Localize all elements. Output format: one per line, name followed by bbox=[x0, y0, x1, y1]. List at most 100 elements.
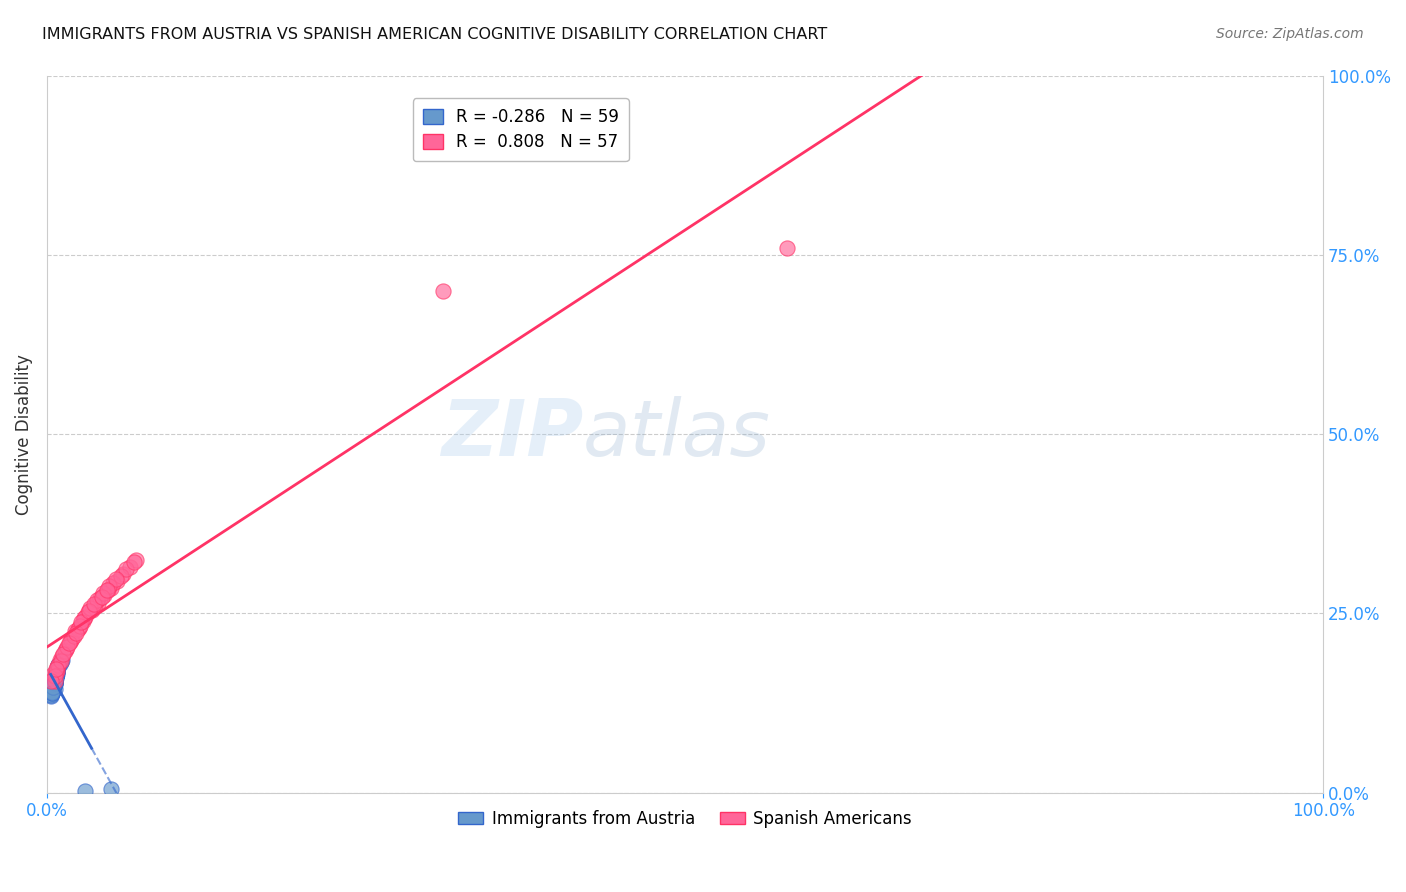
Point bbox=[48, 658, 70, 673]
Point bbox=[44, 676, 66, 690]
Point bbox=[73, 611, 96, 625]
Point bbox=[42, 674, 65, 689]
Point bbox=[45, 669, 67, 683]
Point bbox=[79, 600, 101, 615]
Point bbox=[41, 684, 63, 698]
Point bbox=[44, 674, 66, 689]
Point bbox=[45, 665, 67, 680]
Point bbox=[39, 685, 62, 699]
Point bbox=[45, 664, 67, 678]
Point bbox=[86, 593, 108, 607]
Point bbox=[46, 667, 69, 681]
Point bbox=[42, 680, 65, 694]
Legend: Immigrants from Austria, Spanish Americans: Immigrants from Austria, Spanish America… bbox=[451, 803, 918, 835]
Point bbox=[49, 655, 72, 669]
Point bbox=[58, 636, 80, 650]
Point bbox=[41, 686, 63, 700]
Point bbox=[110, 569, 132, 583]
Point bbox=[44, 674, 66, 689]
Point bbox=[42, 681, 65, 695]
Point bbox=[44, 673, 66, 687]
Point bbox=[122, 555, 145, 569]
Point bbox=[55, 642, 77, 657]
Point bbox=[77, 604, 100, 618]
Point bbox=[65, 625, 87, 640]
Text: Source: ZipAtlas.com: Source: ZipAtlas.com bbox=[1216, 27, 1364, 41]
Point bbox=[41, 684, 63, 698]
Point bbox=[41, 685, 63, 699]
Point bbox=[46, 665, 69, 679]
Point bbox=[45, 669, 67, 683]
Point bbox=[66, 622, 89, 636]
Point bbox=[49, 655, 72, 669]
Point bbox=[87, 596, 110, 610]
Point bbox=[97, 583, 120, 598]
Point bbox=[72, 614, 94, 628]
Point bbox=[103, 576, 125, 591]
Point bbox=[46, 664, 69, 678]
Point bbox=[96, 582, 118, 597]
Text: IMMIGRANTS FROM AUSTRIA VS SPANISH AMERICAN COGNITIVE DISABILITY CORRELATION CHA: IMMIGRANTS FROM AUSTRIA VS SPANISH AMERI… bbox=[42, 27, 827, 42]
Point bbox=[46, 660, 69, 674]
Text: atlas: atlas bbox=[583, 396, 770, 472]
Point bbox=[45, 669, 67, 683]
Point bbox=[59, 635, 82, 649]
Point bbox=[45, 669, 67, 683]
Point bbox=[776, 241, 799, 255]
Point bbox=[67, 621, 90, 635]
Point bbox=[48, 653, 70, 667]
Point bbox=[75, 610, 97, 624]
Point bbox=[42, 680, 65, 694]
Point bbox=[48, 658, 70, 673]
Point bbox=[90, 590, 112, 604]
Point bbox=[46, 664, 69, 678]
Point bbox=[44, 674, 66, 689]
Point bbox=[125, 552, 148, 566]
Point bbox=[44, 676, 66, 690]
Point bbox=[41, 686, 63, 700]
Point bbox=[44, 676, 66, 690]
Point bbox=[105, 574, 128, 588]
Point bbox=[48, 660, 70, 674]
Point bbox=[39, 687, 62, 701]
Point bbox=[63, 624, 86, 639]
Point bbox=[41, 678, 63, 692]
Text: ZIP: ZIP bbox=[440, 396, 583, 472]
Point bbox=[44, 674, 66, 689]
Point bbox=[45, 667, 67, 681]
Point bbox=[115, 562, 138, 576]
Point bbox=[44, 669, 66, 683]
Point bbox=[56, 640, 79, 654]
Point bbox=[48, 658, 70, 673]
Point bbox=[100, 581, 122, 595]
Point bbox=[69, 618, 91, 632]
Point bbox=[118, 559, 141, 574]
Point bbox=[104, 572, 127, 586]
Point bbox=[51, 653, 73, 667]
Point bbox=[39, 674, 62, 689]
Point bbox=[62, 629, 84, 643]
Point bbox=[41, 685, 63, 699]
Point bbox=[83, 597, 105, 611]
Point bbox=[89, 591, 111, 605]
Point bbox=[44, 674, 66, 689]
Point bbox=[76, 605, 98, 619]
Point bbox=[98, 579, 121, 593]
Point bbox=[60, 632, 83, 647]
Point bbox=[46, 665, 69, 680]
Point bbox=[42, 680, 65, 694]
Point bbox=[45, 669, 67, 683]
Point bbox=[51, 649, 73, 664]
Point bbox=[39, 689, 62, 703]
Point bbox=[93, 589, 115, 603]
Point bbox=[91, 586, 114, 600]
Point bbox=[45, 662, 67, 676]
Point bbox=[44, 674, 66, 689]
Point bbox=[41, 683, 63, 698]
Point bbox=[39, 688, 62, 702]
Point bbox=[84, 598, 107, 612]
Point bbox=[112, 566, 135, 581]
Point bbox=[42, 680, 65, 694]
Point bbox=[62, 632, 84, 646]
Point bbox=[46, 665, 69, 680]
